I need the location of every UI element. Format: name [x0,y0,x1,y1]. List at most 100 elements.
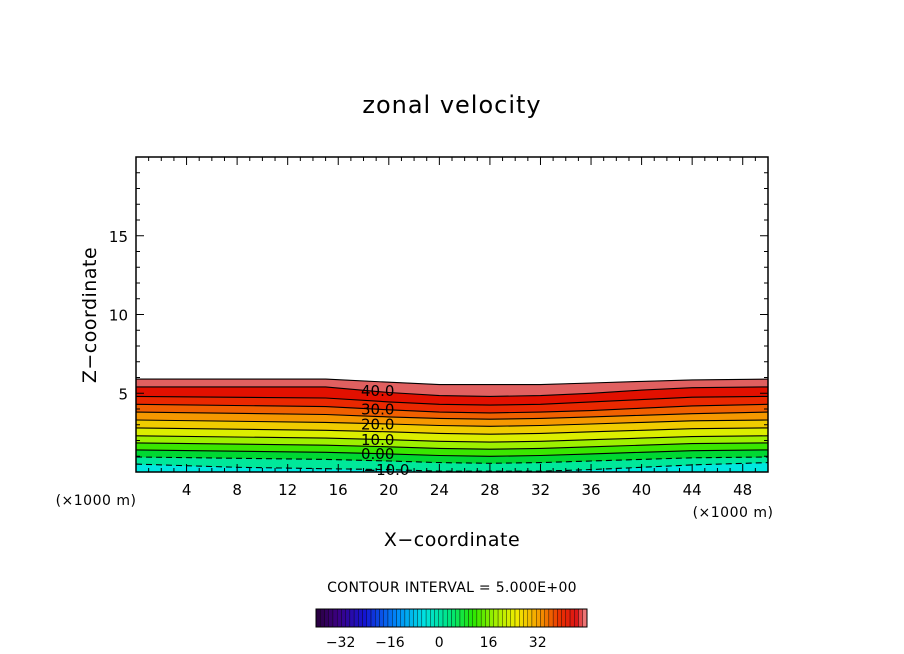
contour-label: 40.0 [361,382,394,400]
y-tick-label: 15 [109,228,128,246]
x-tick-label: 24 [430,481,449,499]
colorbar-cell [320,608,325,628]
contour-line [135,419,769,427]
x-tick-label: 8 [232,481,242,499]
contour-line [136,386,769,397]
x-tick-label: 40 [632,481,651,499]
x-tick-label: 28 [480,481,499,499]
colorbar-tick-label: −32 [326,635,356,651]
colorbar-cell [379,608,384,628]
colorbar-cell [366,608,372,628]
chart-title: zonal velocity [362,91,541,119]
colorbar-cell [421,608,427,628]
colorbar-cell [341,608,346,628]
colorbar-cell [442,608,448,628]
colorbar: −32 −16 0 16 32 [315,608,588,651]
y-tick-label: 5 [118,385,128,403]
colorbar-cell [514,608,520,628]
contour-line [135,449,769,457]
colorbar-cell [387,608,393,628]
y-axis-ticks: 5 10 15 [109,172,768,457]
colorbar-cell [565,608,571,628]
x-tick-label: 44 [683,481,702,499]
colorbar-cell [438,608,444,628]
colorbar-tick-label: −16 [375,635,405,651]
colorbar-cell [574,608,579,628]
colorbar-cell [480,608,486,628]
colorbar-cell [468,608,473,628]
colorbar-cell [328,608,334,628]
colorbar-cell [408,608,414,628]
x-axis-ticks: 4 8 12 16 20 24 28 32 36 40 44 48 [148,157,756,499]
x-axis-label: X−coordinate [384,529,520,551]
colorbar-cell [557,608,562,628]
colorbar-cell [497,608,503,628]
colorbar-cell [447,608,452,628]
contour-labels: 40.030.020.010.00.00−10.0 [361,382,409,479]
contour-label: 20.0 [361,415,394,433]
colorbar-cells [315,608,588,628]
colorbar-cell [506,608,511,628]
x-unit-label: (×1000 m) [693,505,774,521]
colorbar-cell [370,608,376,628]
x-tick-label: 16 [329,481,348,499]
contour-label: 30.0 [361,400,394,418]
colorbar-cell [523,608,528,628]
colorbar-cell [510,608,516,628]
colorbar-cell [434,608,439,628]
colorbar-cell [417,608,423,628]
colorbar-cell [569,608,575,628]
colorbar-cell [485,608,490,628]
contour-line [135,442,769,450]
colorbar-frame [315,608,588,628]
colorbar-cell [527,608,533,628]
contour-label: 0.00 [361,445,394,463]
colorbar-cell [531,608,537,628]
colorbar-cell [392,608,397,628]
contour-line [135,403,769,414]
colorbar-tick-label: 32 [529,635,547,651]
colorbar-cell [324,608,329,628]
colorbar-cell [383,608,389,628]
contour-label: −10.0 [364,461,410,479]
x-tick-label: 36 [581,481,600,499]
colorbar-cell [358,608,363,628]
colorbar-cell [540,608,545,628]
colorbar-cell [561,608,566,628]
contour-line [135,456,769,464]
colorbar-cell [582,608,588,628]
colorbar-cell [396,608,401,628]
colorbar-cell [349,608,355,628]
colorbar-cell [502,608,507,628]
colorbar-cell [315,608,321,628]
colorbar-cell [430,608,435,628]
colorbar-cell [472,608,478,628]
colorbar-cell [375,608,380,628]
x-tick-label: 32 [531,481,550,499]
colorbar-cell [459,608,465,628]
y-axis-label: Z−coordinate [79,247,101,383]
colorbar-cell [552,608,558,628]
colorbar-cell [332,608,338,628]
colorbar-cell [464,608,469,628]
colorbar-cell [404,608,410,628]
y-tick-label: 10 [109,307,128,325]
y-unit-label: (×1000 m) [56,493,137,509]
colorbar-cell [345,608,351,628]
contour-label: 10.0 [361,431,394,449]
x-tick-label: 48 [733,481,752,499]
colorbar-tick-label: 16 [480,635,498,651]
x-tick-label: 4 [182,481,192,499]
colorbar-cell [451,608,456,628]
colorbar-cell [489,608,495,628]
colorbar-cell [519,608,524,628]
colorbar-cell [413,608,418,628]
colorbar-cell [400,608,406,628]
x-tick-label: 20 [379,481,398,499]
colorbar-cell [353,608,359,628]
contour-interval-text: CONTOUR INTERVAL = 5.000E+00 [327,580,577,596]
colorbar-cell [362,608,367,628]
x-tick-label: 12 [278,481,297,499]
colorbar-tick-label: 0 [435,635,444,651]
